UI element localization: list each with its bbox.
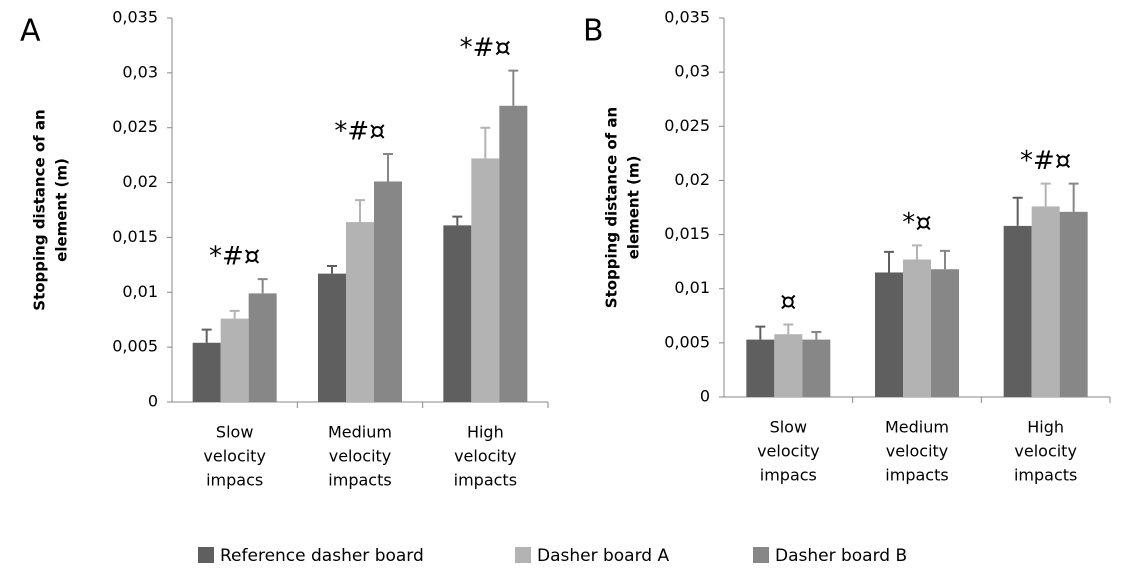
bar [318,273,346,402]
error-bar [1068,182,1079,212]
x-tick-label: High [467,423,504,442]
error-bar [355,199,365,223]
error-bar [783,323,794,335]
bar [346,222,374,402]
significance-annotation: *¤ [902,208,932,238]
bar [192,342,221,402]
error-bar [1040,182,1051,207]
x-tick-label: Medium [328,423,392,442]
significance-annotation: *#¤ [1020,146,1071,176]
x-tick-label: velocity [203,447,266,466]
bar [746,339,775,397]
legend-swatch [753,547,769,563]
significance-annotation: *#¤ [209,242,260,272]
error-bar [480,126,491,159]
significance-annotation: *#¤ [334,117,385,147]
bar [443,225,472,402]
y-tick-label: 0 [148,392,158,411]
error-bar [940,249,950,270]
bar [931,269,959,397]
y-tick-label: 0,02 [122,172,158,191]
y-tick-label: 0,015 [664,224,710,243]
error-bar [755,325,766,340]
x-tick-label: velocity [1014,442,1077,461]
error-bar [229,309,240,319]
bar [499,105,528,403]
y-axis-label: element (m) [625,156,643,260]
y-tick-label: 0,03 [674,62,710,81]
bar [1059,211,1088,397]
bar [471,158,500,402]
y-tick-label: 0,02 [674,170,710,189]
y-tick-label: 0,025 [664,116,710,135]
y-axis-label: Stopping distance of an [31,109,49,310]
x-tick-label: impacts [454,471,517,490]
error-bar [1012,196,1023,226]
x-tick-label: Medium [885,418,949,437]
bar [220,318,249,402]
error-bar [811,331,822,340]
bar [1031,206,1060,397]
bar [875,272,903,397]
legend-swatch [515,547,531,563]
x-tick-label: impacs [760,466,817,485]
x-tick-label: impacts [885,466,948,485]
y-tick-label: 0 [700,387,710,406]
error-bar [327,264,337,274]
error-bar [383,153,393,182]
y-tick-label: 0,01 [674,278,710,297]
bar [1003,225,1032,397]
y-axis-label: Stopping distance of an [603,107,621,308]
legend-label: Dasher board B [775,546,907,566]
legend-swatch [198,547,214,563]
error-bar [452,215,463,226]
x-tick-label: impacts [328,471,391,490]
y-tick-label: 0,035 [112,8,158,27]
y-tick-label: 0,005 [112,337,158,356]
error-bar [257,278,268,294]
error-bar [201,328,212,343]
bar [774,334,803,397]
x-tick-label: velocity [329,447,392,466]
x-tick-label: velocity [886,442,949,461]
y-tick-label: 0,03 [122,62,158,81]
y-tick-label: 0,035 [664,8,710,27]
x-tick-label: impacts [1014,466,1077,485]
error-bar [884,250,894,273]
significance-annotation: *#¤ [460,33,511,63]
panel-label: B [583,14,604,49]
bar [248,293,277,402]
y-tick-label: 0,005 [664,332,710,351]
x-tick-label: Slow [216,423,253,442]
legend-label: Dasher board A [537,546,669,566]
x-tick-label: velocity [757,442,820,461]
bar [802,339,831,397]
x-tick-label: impacs [206,471,263,490]
panel-label: A [20,14,41,49]
bar [374,181,402,402]
x-tick-label: velocity [454,447,517,466]
y-tick-label: 0,025 [112,117,158,136]
bar [903,259,931,397]
x-tick-label: High [1027,418,1064,437]
significance-annotation: ¤ [780,287,797,317]
legend-label: Reference dasher board [220,546,424,566]
x-tick-label: Slow [770,418,807,437]
y-tick-label: 0,01 [122,282,158,301]
y-tick-label: 0,015 [112,227,158,246]
error-bar [912,244,922,260]
error-bar [508,69,519,106]
y-axis-label: element (m) [53,158,71,262]
